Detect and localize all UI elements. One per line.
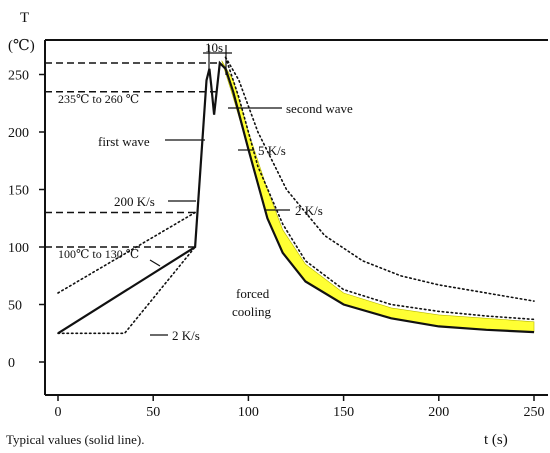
x-tick-label: 50	[146, 405, 160, 420]
annotation-rate-2-lower: 2 K/s	[172, 328, 200, 343]
annotation-ten-s: 10s	[205, 40, 223, 55]
annotation-range-low: 100℃ to 130 ℃	[58, 247, 139, 261]
range-low-connector	[149, 259, 161, 267]
limit-profile-2Ks-line	[224, 56, 535, 302]
y-tick-label: 200	[8, 126, 29, 141]
annotation-first-wave: first wave	[98, 134, 150, 149]
x-axis-title: t (s)	[484, 432, 508, 448]
annotation-second-wave: second wave	[286, 101, 353, 116]
y-tick-label: 250	[8, 69, 29, 84]
y-tick-label: 50	[8, 299, 22, 314]
x-ticks: 0 50 100 150 200 250	[55, 395, 545, 420]
limit-profile-lower-line	[57, 246, 196, 335]
y-ticks: 0 50 100 150 200 250	[8, 69, 45, 371]
y-axis-unit: (℃)	[8, 38, 35, 54]
chart-caption: Typical values (solid line).	[6, 432, 144, 447]
y-tick-label: 100	[8, 241, 29, 256]
x-tick-label: 0	[55, 405, 62, 420]
x-tick-label: 250	[524, 405, 545, 420]
x-tick-label: 150	[333, 405, 354, 420]
limit-profile-upper-line	[57, 211, 196, 294]
annotation-forced-line2: cooling	[232, 304, 271, 319]
annotation-rate-200: 200 K/s	[114, 194, 155, 209]
y-tick-label: 150	[8, 184, 29, 199]
x-tick-label: 200	[428, 405, 449, 420]
annotation-connectors	[149, 45, 290, 336]
y-axis-letter: T	[20, 10, 29, 26]
reference-lines	[45, 62, 218, 248]
annotation-forced-line1: forced	[236, 286, 270, 301]
annotation-rate-2-upper: 2 K/s	[295, 203, 323, 218]
annotation-rate-5: 5 K/s	[258, 143, 286, 158]
limit-profile-5Ks-line	[224, 56, 535, 321]
annotation-range-high: 235℃ to 260 ℃	[58, 92, 139, 106]
x-tick-label: 100	[238, 405, 259, 420]
plot-frame	[44, 39, 548, 396]
y-tick-label: 0	[8, 356, 15, 371]
